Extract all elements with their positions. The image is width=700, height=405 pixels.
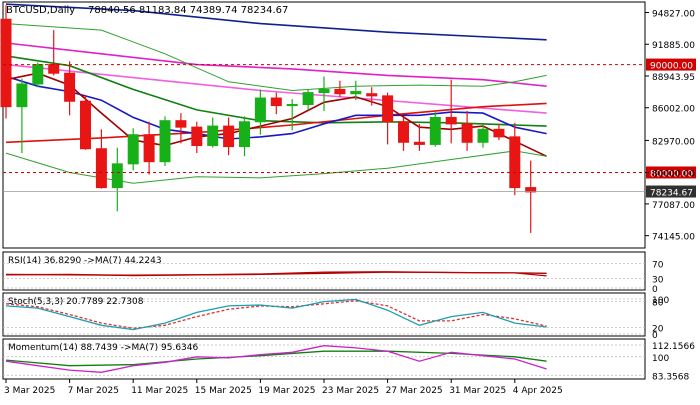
candle-bear: [334, 88, 346, 95]
x-tick-label: 15 Mar 2025: [195, 386, 252, 396]
candle-bear: [143, 134, 155, 163]
current-price-label: 78234.67: [650, 189, 693, 199]
candle-bear: [493, 128, 505, 138]
momentum-tick-label: 83.3568: [652, 372, 689, 382]
candle-bear: [445, 116, 457, 125]
candle-bull: [302, 92, 314, 105]
x-tick-label: 23 Mar 2025: [322, 386, 379, 396]
candle-bull: [350, 91, 362, 95]
momentum-title: Momentum(14) 88.7439 ->MA(7) 95.6346: [8, 343, 199, 353]
candle-bear: [509, 136, 521, 189]
y-tick-label: 80000.00: [652, 169, 695, 179]
y-tick-label: 74145.00: [652, 233, 695, 243]
x-tick-label: 7 Mar 2025: [68, 386, 119, 396]
candle-bull: [111, 163, 123, 189]
moving-average-line-7: [5, 150, 547, 184]
candle-bear: [413, 141, 425, 145]
level-label-box: [646, 58, 696, 71]
candle-bull: [32, 64, 44, 85]
x-tick-label: 11 Mar 2025: [131, 386, 188, 396]
stoch-tick-label: 80: [652, 299, 664, 309]
pane-frame-0: [2, 1, 646, 249]
candle-bull: [207, 125, 219, 147]
candle-bear: [95, 148, 107, 189]
stoch-title: Stoch(5,3,3) 20.7789 22.7308: [8, 297, 144, 307]
candle-bull: [477, 128, 489, 143]
level-label: 90000.00: [650, 62, 693, 72]
level-label-box: [646, 166, 696, 179]
candle-bear: [398, 121, 409, 143]
candle-bull: [318, 88, 330, 94]
candle-bear: [0, 18, 12, 108]
x-tick-label: 31 Mar 2025: [449, 386, 506, 396]
x-tick-label: 19 Mar 2025: [258, 386, 315, 396]
pane-frame-1: [2, 251, 646, 291]
x-tick-label: 4 Apr 2025: [513, 386, 563, 396]
candle-bull: [254, 97, 266, 123]
stoch-line-1: [5, 298, 547, 331]
x-tick-label: 3 Mar 2025: [4, 386, 55, 396]
y-tick-label: 77087.00: [652, 201, 695, 211]
candle-bear: [461, 123, 473, 143]
momentum-tick-label: 112.1566: [652, 342, 695, 352]
chart-ohlc: 78840.56 81183.84 74389.74 78234.67: [88, 5, 288, 16]
pane-frame-2: [2, 292, 646, 337]
stoch-tick-label: 100: [652, 296, 669, 306]
x-tick-label: 27 Mar 2025: [386, 386, 443, 396]
level-label: 80000.00: [650, 169, 693, 179]
chart-symbol: BTCUSD,Daily: [6, 5, 75, 16]
candle-bull: [239, 121, 250, 148]
moving-average-line-5: [5, 75, 547, 140]
candle-bear: [48, 64, 60, 74]
candle-bull: [159, 120, 171, 163]
moving-average-line-1: [5, 42, 547, 87]
current-price-box: [646, 185, 696, 198]
candle-bear: [270, 97, 282, 107]
stoch-tick-label: 0: [652, 331, 658, 341]
moving-average-line-6: [5, 72, 547, 158]
stoch-tick-label: 20: [652, 324, 664, 334]
candle-bull: [16, 83, 28, 108]
rsi-tick-label: 0: [652, 285, 658, 295]
candle-bear: [191, 126, 203, 147]
rsi-tick-label: 70: [652, 260, 664, 270]
y-tick-label: 91885.00: [652, 41, 695, 51]
momentum-tick-label: 100: [652, 354, 669, 364]
momentum-line-1: [5, 345, 547, 373]
rsi-line-1: [5, 271, 547, 277]
candle-bear: [382, 95, 394, 123]
candle-bear: [366, 93, 378, 97]
y-tick-label: 86002.00: [652, 105, 695, 115]
moving-average-line-8: [5, 23, 547, 92]
y-tick-label: 88943.95: [652, 73, 695, 83]
candle-bull: [429, 116, 441, 145]
candle-bear: [175, 120, 187, 128]
y-tick-label: 82970.00: [652, 137, 695, 147]
moving-average-line-0: [5, 3, 547, 41]
candle-bull: [127, 134, 139, 165]
candle-bear: [223, 125, 235, 148]
rsi-tick-label: 30: [652, 276, 664, 286]
rsi-title: RSI(14) 36.8290 ->MA(7) 44.2243: [8, 256, 162, 266]
candle-bear: [64, 72, 76, 102]
candle-bear: [80, 100, 91, 150]
y-tick-label: 94827.00: [652, 9, 695, 19]
candle-bull: [286, 104, 298, 107]
